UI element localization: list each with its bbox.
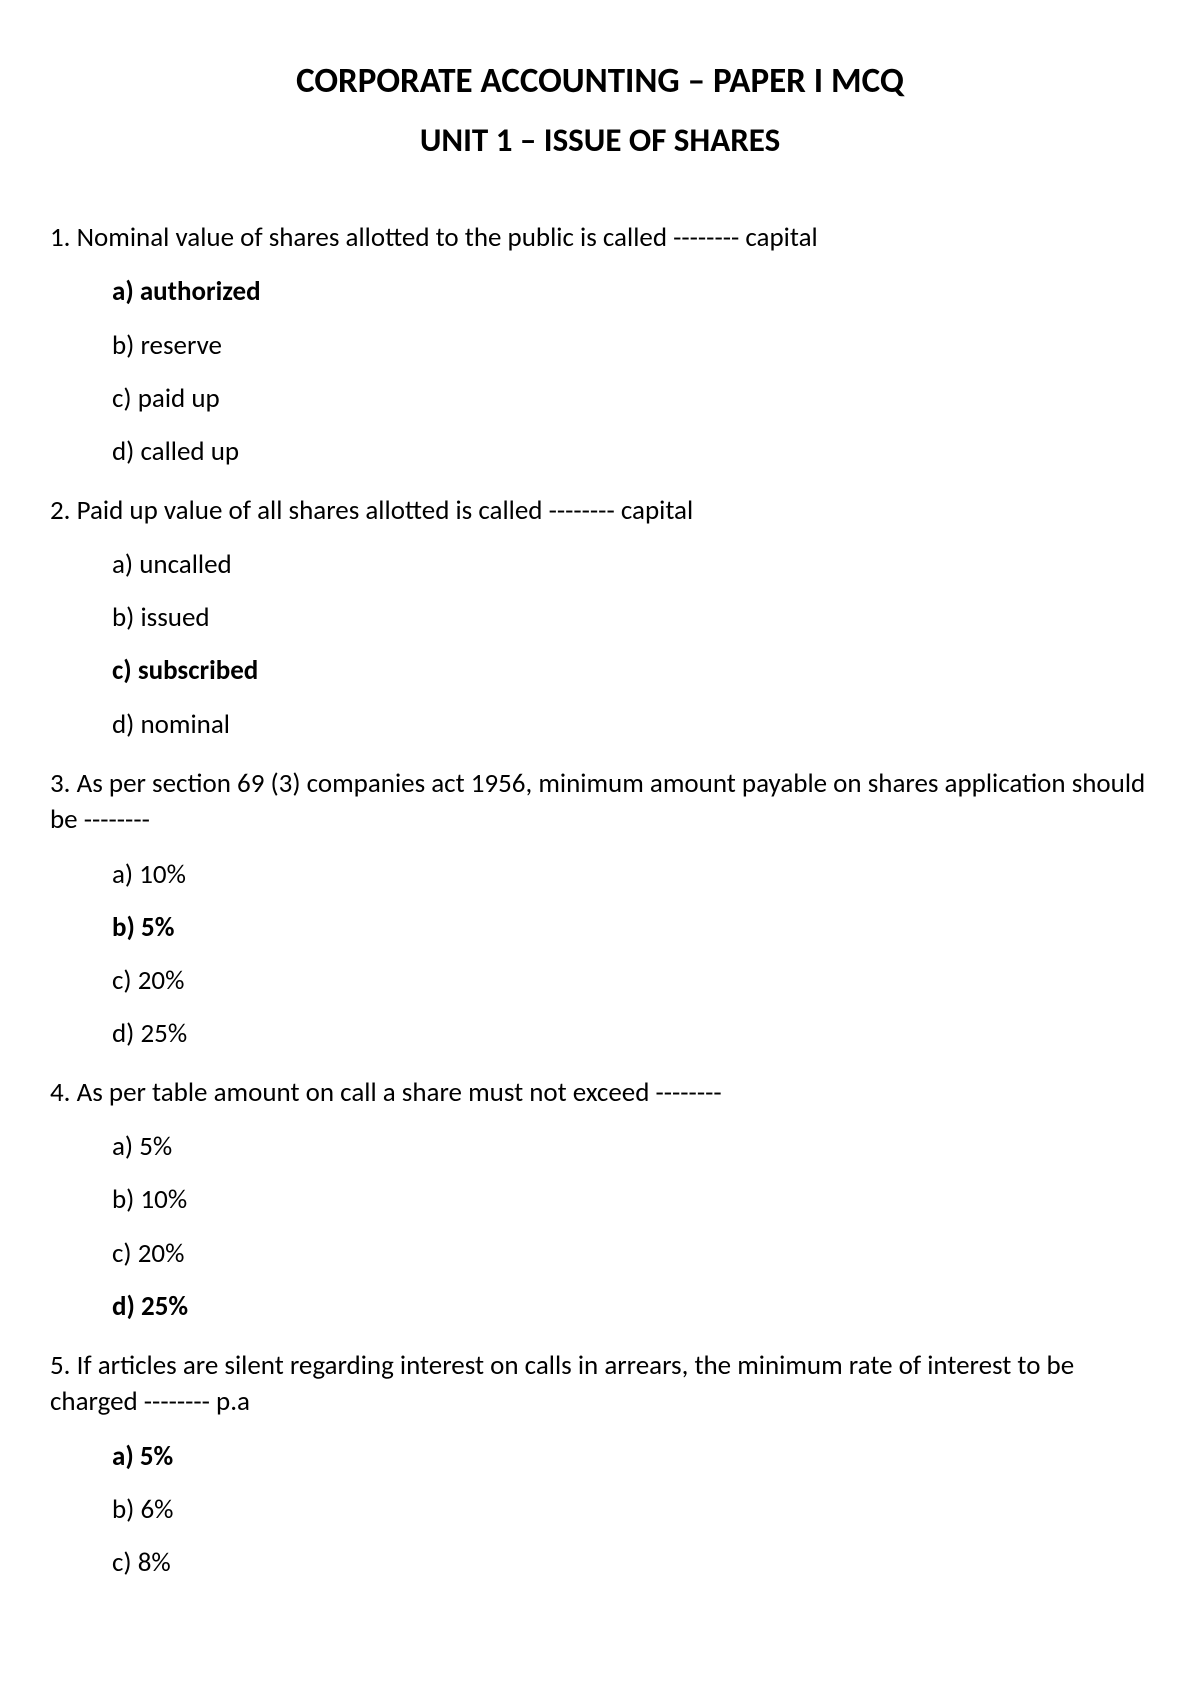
question-text: 3. As per section 69 (3) companies act 1…	[50, 766, 1150, 839]
question-text: 1. Nominal value of shares allotted to t…	[50, 220, 1150, 256]
option-item: b) 5%	[112, 910, 1150, 945]
options-list: a) 5% b) 10% c) 20% d) 25%	[50, 1129, 1150, 1323]
question-text: 2. Paid up value of all shares allotted …	[50, 493, 1150, 529]
option-item: d) called up	[112, 434, 1150, 469]
option-item: a) 5%	[112, 1129, 1150, 1164]
title-block: CORPORATE ACCOUNTING – PAPER I MCQ UNIT …	[50, 60, 1150, 160]
option-item: d) 25%	[112, 1289, 1150, 1324]
questions-container: 1. Nominal value of shares allotted to t…	[50, 220, 1150, 1580]
options-list: a) 5% b) 6% c) 8%	[50, 1439, 1150, 1580]
option-item: a) uncalled	[112, 547, 1150, 582]
option-item: d) nominal	[112, 707, 1150, 742]
options-list: a) uncalled b) issued c) subscribed d) nomi…	[50, 547, 1150, 741]
option-item: a) 10%	[112, 857, 1150, 892]
option-item: c) paid up	[112, 381, 1150, 416]
option-item: b) 10%	[112, 1182, 1150, 1217]
title-sub: UNIT 1 – ISSUE OF SHARES	[50, 120, 1150, 160]
option-item: b) reserve	[112, 328, 1150, 363]
option-item: b) issued	[112, 600, 1150, 635]
question-text: 4. As per table amount on call a share m…	[50, 1075, 1150, 1111]
option-item: c) subscribed	[112, 653, 1150, 688]
option-item: b) 6%	[112, 1492, 1150, 1527]
option-item: c) 20%	[112, 963, 1150, 998]
options-list: a) authorized b) reserve c) paid up d) call…	[50, 274, 1150, 468]
options-list: a) 10% b) 5% c) 20% d) 25%	[50, 857, 1150, 1051]
option-item: c) 8%	[112, 1545, 1150, 1580]
option-item: a) authorized	[112, 274, 1150, 309]
option-item: a) 5%	[112, 1439, 1150, 1474]
question-text: 5. If articles are silent regarding inte…	[50, 1348, 1150, 1421]
title-main: CORPORATE ACCOUNTING – PAPER I MCQ	[50, 60, 1150, 102]
option-item: c) 20%	[112, 1236, 1150, 1271]
option-item: d) 25%	[112, 1016, 1150, 1051]
